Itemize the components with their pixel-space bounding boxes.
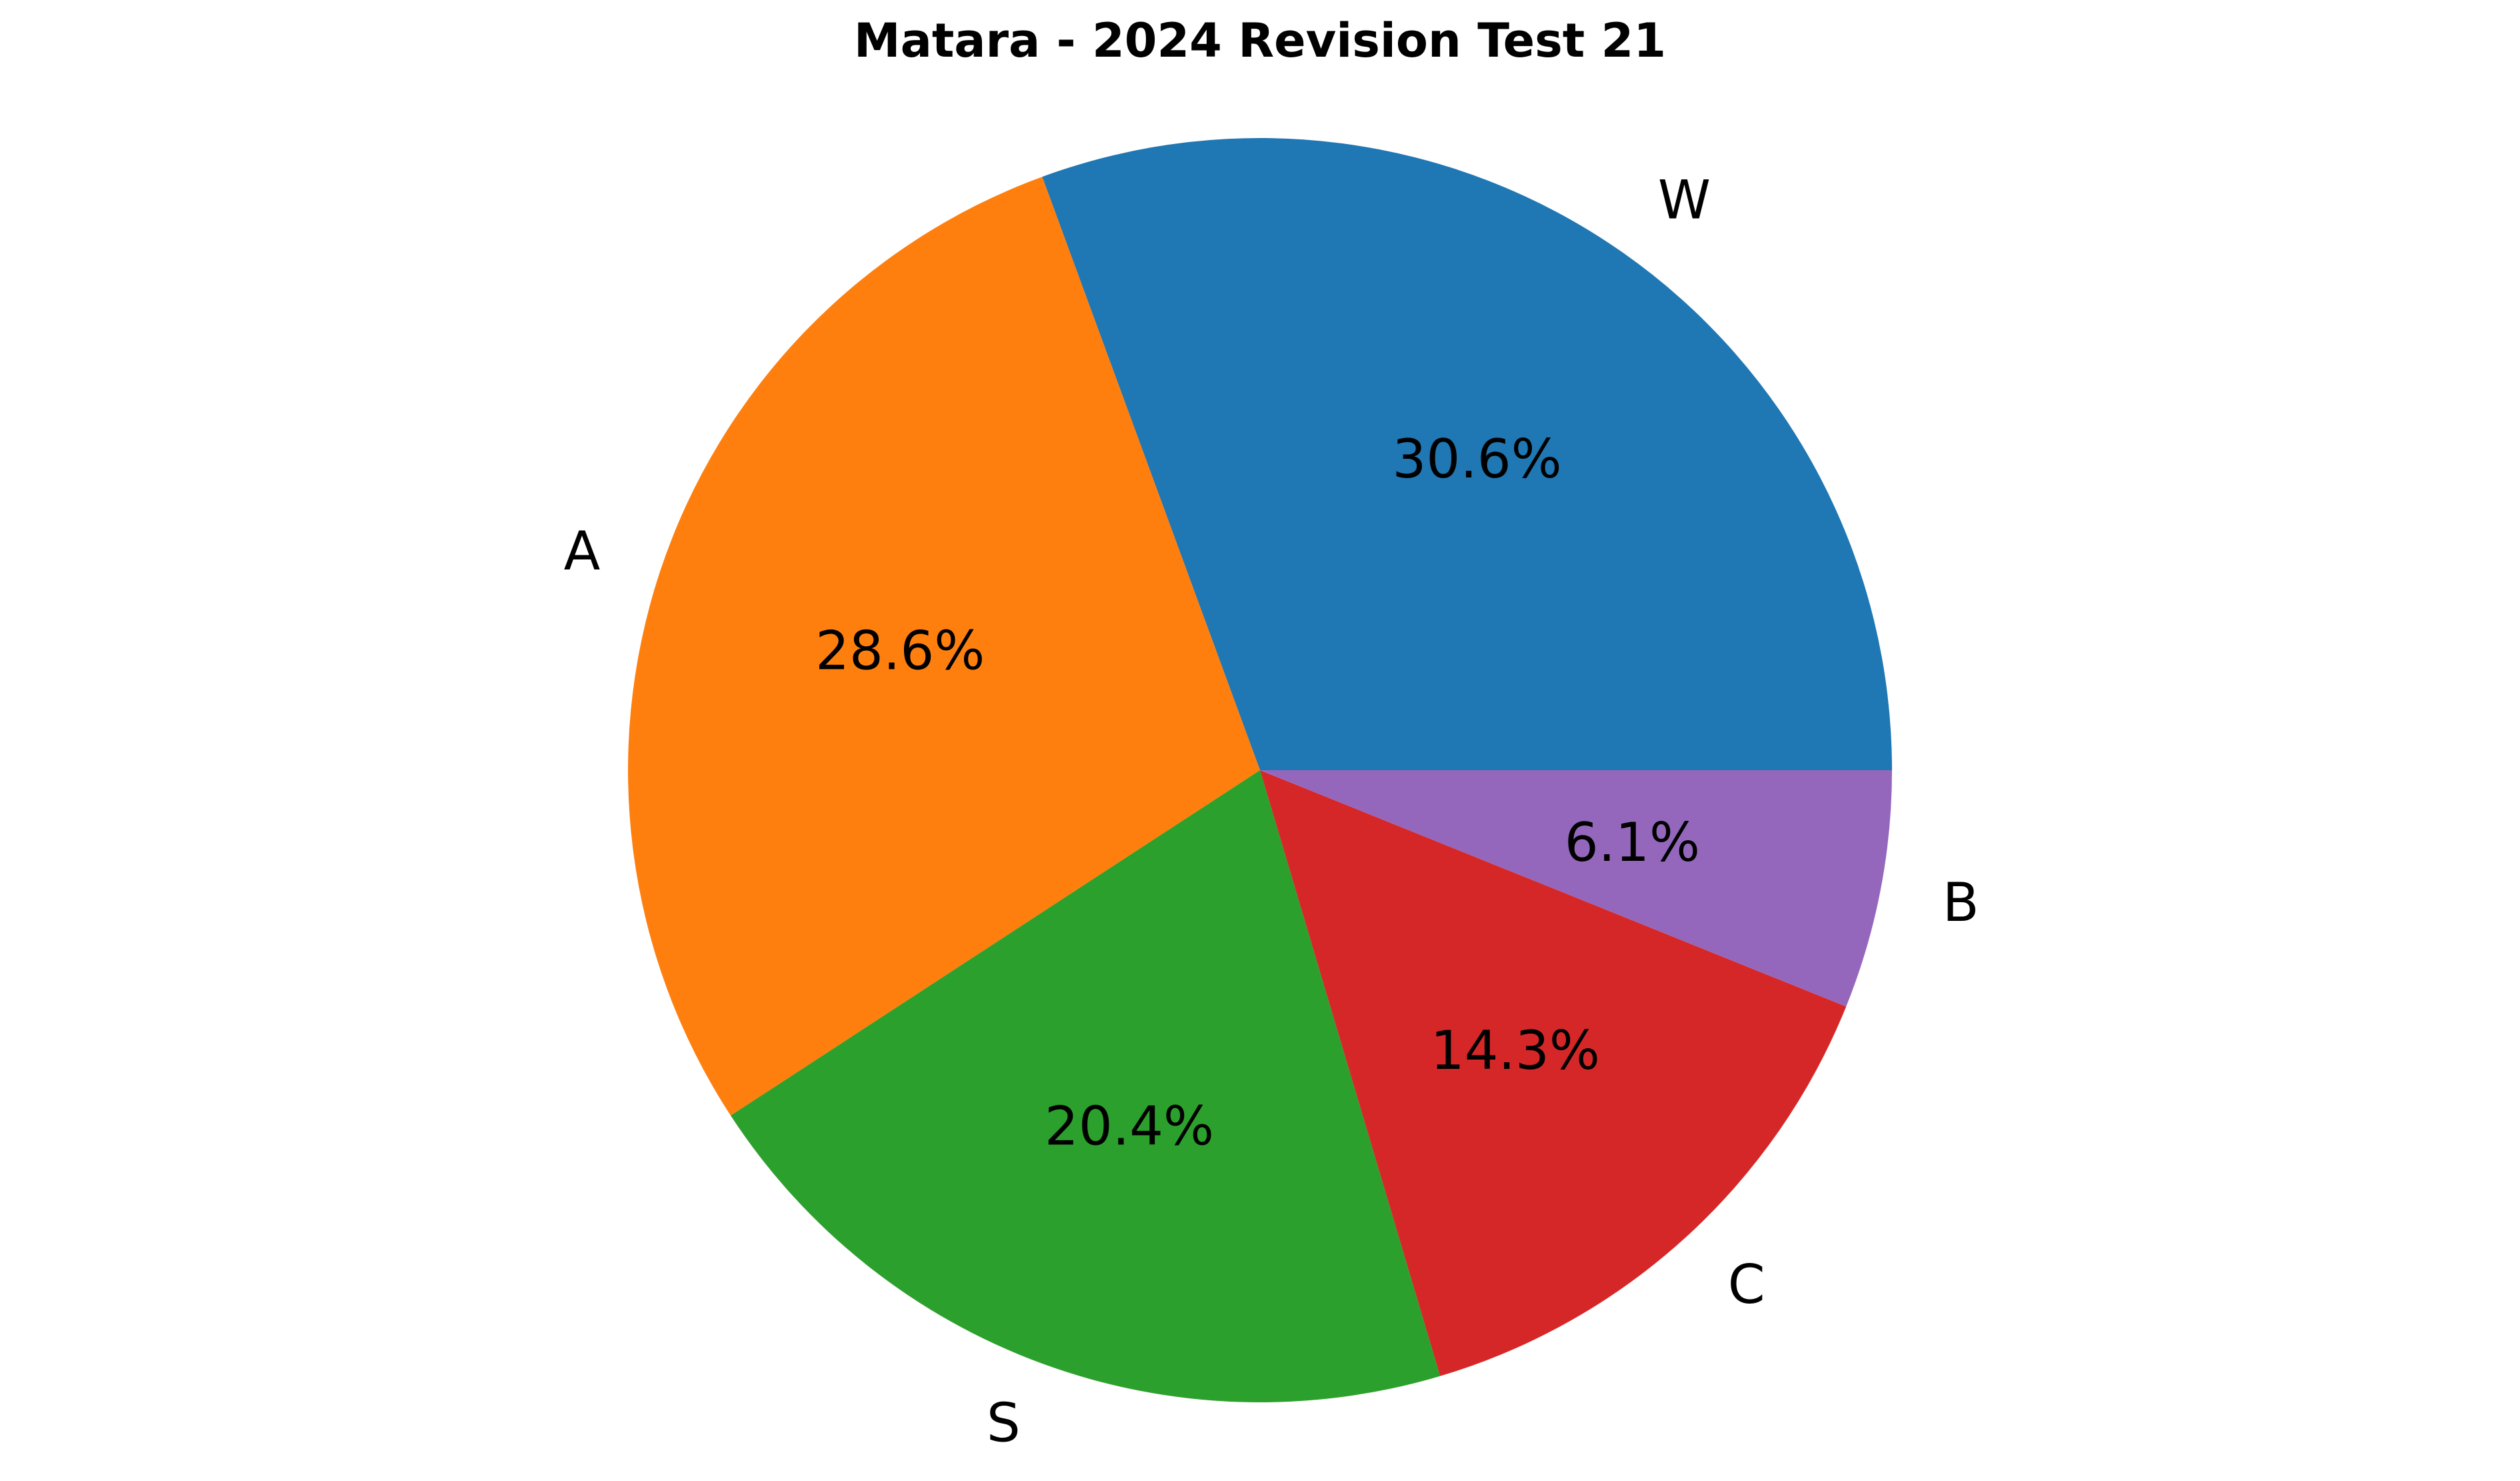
pct-label-a: 28.6% [815, 619, 985, 681]
pie-slice-w [1042, 138, 1892, 771]
pie-slice-c [1260, 770, 1847, 1376]
pct-label-s: 20.4% [1045, 1096, 1214, 1158]
pie-slice-s [731, 770, 1441, 1403]
slice-label-b: B [1943, 872, 1979, 934]
chart-title: Matara - 2024 Revision Test 21 [854, 13, 1666, 68]
pie-slice-a [627, 177, 1260, 1116]
pie-slice-b [1260, 770, 1892, 1007]
pct-label-b: 6.1% [1565, 812, 1700, 874]
pie-slices [627, 138, 1892, 1403]
pct-label-w: 30.6% [1393, 428, 1562, 490]
pct-label-c: 14.3% [1431, 1020, 1600, 1082]
slice-label-s: S [987, 1392, 1021, 1454]
pie-labels: 30.6% W 28.6% A 20.4% S 14.3% C 6.1% B [564, 169, 1979, 1454]
slice-label-w: W [1658, 169, 1711, 231]
slice-label-c: C [1728, 1254, 1765, 1316]
slice-label-a: A [564, 520, 601, 582]
